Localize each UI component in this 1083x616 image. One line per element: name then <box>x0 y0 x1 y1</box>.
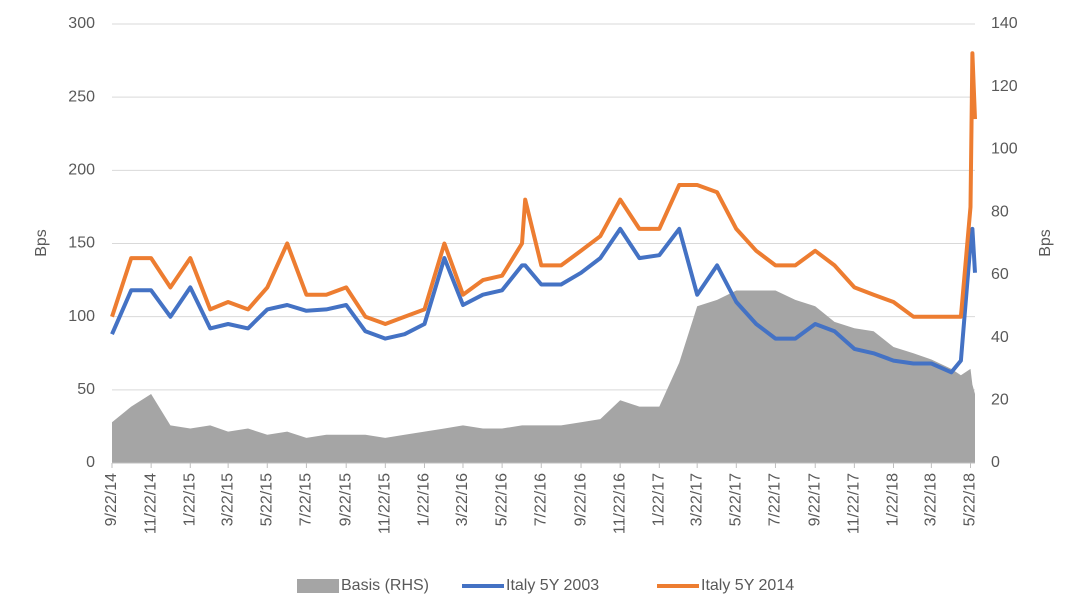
legend-label: Basis (RHS) <box>341 577 429 594</box>
x-tick-label: 7/22/17 <box>767 473 784 526</box>
y-tick-label: 300 <box>68 15 95 32</box>
legend-item: Italy 5Y 2014 <box>657 577 794 594</box>
x-tick-label: 9/22/15 <box>337 473 354 526</box>
y-tick-label: 200 <box>68 162 95 179</box>
y-tick-label: 150 <box>68 235 95 252</box>
line <box>110 51 977 326</box>
x-tick-label: 1/22/16 <box>416 473 433 526</box>
x-tick-label: 3/22/18 <box>923 473 940 526</box>
y2-tick-label: 80 <box>991 203 1009 220</box>
legend-label: Italy 5Y 2003 <box>506 577 599 594</box>
area <box>112 290 975 463</box>
x-tick-label: 5/22/18 <box>962 473 979 526</box>
y-tick-label: 0 <box>86 454 95 471</box>
y-tick-label: 100 <box>68 308 95 325</box>
x-tick-label: 7/22/16 <box>532 473 549 526</box>
x-tick-label: 11/22/17 <box>846 473 863 534</box>
legend-item: Basis (RHS) <box>297 577 429 594</box>
x-tick-label: 1/22/18 <box>885 473 902 526</box>
y2-tick-label: 20 <box>991 392 1009 409</box>
y-tick-label: 50 <box>77 381 95 398</box>
line <box>110 226 977 375</box>
legend-item: Italy 5Y 2003 <box>462 577 599 594</box>
x-tick-label: 5/22/16 <box>493 473 510 526</box>
x-tick-label: 11/22/15 <box>377 473 394 534</box>
y2-tick-label: 40 <box>991 329 1009 346</box>
x-tick-label: 11/22/14 <box>142 473 159 534</box>
x-tick-label: 7/22/15 <box>298 473 315 526</box>
y-tick-label: 250 <box>68 88 95 105</box>
x-tick-label: 9/22/17 <box>806 473 823 526</box>
y2-tick-label: 60 <box>991 266 1009 283</box>
x-tick-label: 9/22/16 <box>572 473 589 526</box>
legend-label: Italy 5Y 2014 <box>701 577 794 594</box>
y2-tick-label: 100 <box>991 141 1018 158</box>
y2-tick-label: 0 <box>991 454 1000 471</box>
x-tick-label: 5/22/15 <box>258 473 275 526</box>
y2-tick-label: 140 <box>991 15 1018 32</box>
x-tick-label: 11/22/16 <box>611 473 628 534</box>
x-tick-label: 9/22/14 <box>103 473 120 526</box>
x-tick-label: 1/22/17 <box>651 473 668 526</box>
x-tick-label: 3/22/16 <box>454 473 471 526</box>
y-axis-label: Bps <box>33 229 50 257</box>
x-tick-label: 3/22/17 <box>688 473 705 526</box>
y2-tick-label: 120 <box>991 78 1018 95</box>
y2-axis-label: Bps <box>1037 229 1054 257</box>
x-tick-label: 1/22/15 <box>181 473 198 526</box>
legend-swatch <box>297 579 339 593</box>
x-tick-label: 3/22/15 <box>219 473 236 526</box>
x-tick-label: 5/22/17 <box>728 473 745 526</box>
